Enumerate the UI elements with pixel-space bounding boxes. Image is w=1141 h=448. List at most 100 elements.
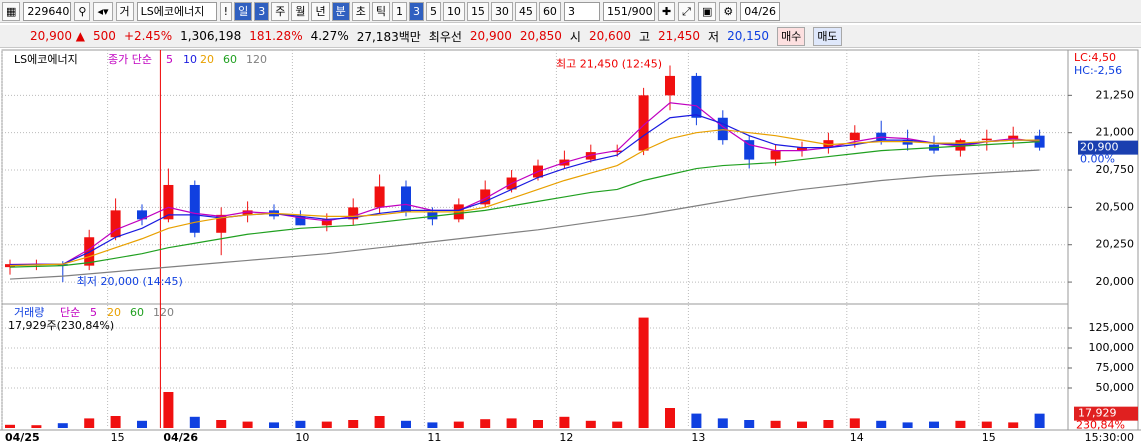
- lc-label: LC:4,50: [1074, 51, 1116, 64]
- y-tick-label: 50,000: [1096, 381, 1135, 394]
- volume-bar: [902, 422, 913, 428]
- volume-bar: [770, 420, 781, 428]
- hc-label: HC:-2,56: [1074, 64, 1122, 77]
- period-button[interactable]: 초: [351, 1, 370, 21]
- menu-icon[interactable]: ▦: [2, 1, 21, 21]
- candle-body: [638, 95, 649, 151]
- ma-line: [9, 169, 1040, 280]
- candle-body: [902, 140, 913, 145]
- period-button[interactable]: 틱: [371, 1, 390, 21]
- volume-bar: [849, 418, 860, 428]
- y-tick-label: 75,000: [1096, 361, 1135, 374]
- count-select[interactable]: 3: [563, 1, 600, 21]
- volume-bar: [480, 419, 491, 428]
- last-price: 20,900: [1080, 141, 1119, 154]
- period-button[interactable]: 30: [490, 1, 513, 21]
- volume-bar: [31, 425, 42, 428]
- change: 500: [93, 29, 116, 43]
- period-buttons: ! 일 3 주 월 년 분 초 틱 1 3 5 10 15 30 45 60: [219, 1, 561, 21]
- volume-bar: [374, 416, 385, 428]
- period-button[interactable]: 15: [466, 1, 489, 21]
- x-tick-label: 04/26: [163, 431, 198, 444]
- legend-entry: 60: [223, 53, 237, 66]
- period-button[interactable]: 분: [331, 1, 350, 21]
- high-label: 고: [638, 29, 651, 44]
- high-annotation: 최고 21,450 (12:45): [556, 57, 662, 70]
- y-tick-label: 21,000: [1096, 126, 1135, 139]
- candle-body: [242, 210, 253, 215]
- candle-body: [84, 237, 95, 266]
- period-button[interactable]: 주: [271, 1, 290, 21]
- candle-body: [665, 75, 675, 96]
- volume-bar: [110, 416, 121, 428]
- amount: 27,183백만: [356, 29, 421, 44]
- time-label: 15:30:00: [1085, 431, 1134, 444]
- period-button[interactable]: !: [219, 1, 233, 21]
- volume-bar: [84, 418, 95, 428]
- legend-entry: 5: [166, 53, 173, 66]
- candle-body: [374, 186, 385, 208]
- y-tick-label: 20,000: [1096, 275, 1135, 288]
- volume-bar: [427, 422, 438, 428]
- prefix-button[interactable]: 거: [115, 1, 134, 21]
- stock-name[interactable]: LS에코에너지: [136, 1, 217, 21]
- volume-bar: [638, 317, 649, 428]
- period-button[interactable]: 60: [538, 1, 561, 21]
- tool-icon[interactable]: ⚙: [719, 1, 738, 21]
- date[interactable]: 04/26: [740, 1, 780, 21]
- candle-body: [163, 184, 174, 220]
- last-price-box: [1078, 140, 1138, 155]
- stock-code[interactable]: 229640: [23, 1, 72, 21]
- tool-icon[interactable]: ▣: [697, 1, 717, 21]
- candle-body: [823, 140, 834, 148]
- candle-body: [1008, 135, 1019, 139]
- bid: 20,850: [519, 29, 562, 43]
- candle-body: [981, 138, 992, 141]
- y-tick-label: 20,250: [1096, 238, 1135, 251]
- period-button[interactable]: 5: [425, 1, 441, 21]
- sell-button[interactable]: 매도: [813, 26, 842, 46]
- sound-icon[interactable]: ◂▾: [93, 1, 113, 21]
- period-button[interactable]: 1: [391, 1, 407, 21]
- search-icon[interactable]: ⚲: [74, 1, 91, 21]
- legend-entry: 120: [153, 306, 174, 319]
- last-volume-pct: 230,84%: [1076, 419, 1125, 432]
- volume-bar: [929, 421, 939, 428]
- period-button[interactable]: 10: [442, 1, 465, 21]
- tool-icon[interactable]: ✚: [657, 1, 676, 21]
- candle-body: [797, 147, 807, 151]
- period-button[interactable]: 45: [514, 1, 537, 21]
- candle-body: [295, 216, 306, 226]
- volume-bar: [453, 421, 464, 428]
- volume-bar: [321, 421, 332, 428]
- legend-label: 종가 단순: [108, 53, 152, 66]
- candle-body: [876, 132, 887, 141]
- period-button[interactable]: 월: [291, 1, 310, 21]
- volume-bar: [295, 420, 306, 428]
- period-button[interactable]: 3: [408, 1, 424, 21]
- low-label: 저: [708, 29, 720, 44]
- volume-bar: [1008, 422, 1019, 428]
- plot-frame: [1, 303, 1069, 431]
- volume-bar: [216, 420, 227, 428]
- period-button[interactable]: 일: [234, 1, 253, 21]
- volume-bar: [163, 392, 174, 428]
- candle-body: [849, 132, 860, 141]
- tool-icon[interactable]: ⤢: [678, 1, 695, 21]
- volume-bar: [981, 421, 992, 428]
- legend-entry: 60: [130, 306, 144, 319]
- volume-bar: [955, 420, 966, 428]
- best-label: 최우선: [428, 29, 462, 44]
- volume-ratio: 181.28%: [249, 29, 303, 43]
- period-button[interactable]: 년: [311, 1, 330, 21]
- candle-body: [5, 264, 15, 268]
- candle-body: [401, 186, 411, 212]
- y-tick-label: 20,500: [1096, 200, 1135, 213]
- candle-body: [216, 214, 227, 233]
- volume-bar: [691, 413, 702, 428]
- chart: 20,000 20,250 20,500 20,750 21,000 21,250 50,0…: [0, 49, 1141, 444]
- volume-bar: [189, 416, 200, 428]
- period-button[interactable]: 3: [254, 1, 270, 21]
- buy-button[interactable]: 매수: [777, 26, 806, 46]
